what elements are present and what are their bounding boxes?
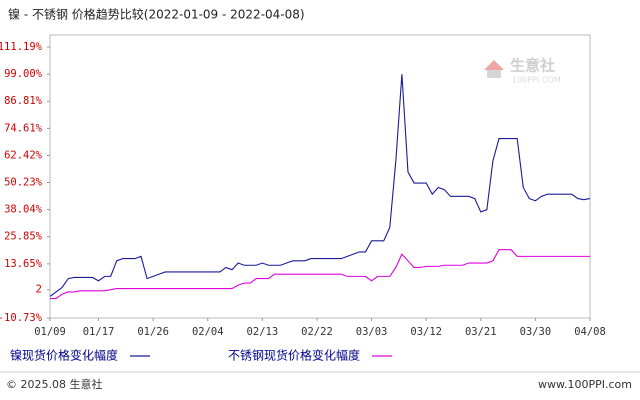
x-tick-label: 01/09 bbox=[34, 326, 66, 338]
y-tick-label: 25.85% bbox=[4, 231, 43, 243]
y-tick-label: -10.73% bbox=[0, 312, 43, 324]
y-tick-label: 86.81% bbox=[4, 95, 43, 107]
watermark-text: 生意社 bbox=[510, 57, 555, 75]
y-tick-label: 50.23% bbox=[4, 177, 43, 189]
y-tick-label: 13.65% bbox=[4, 258, 43, 270]
watermark-icon bbox=[487, 70, 501, 78]
watermark: 生意社 100PPI.COM bbox=[484, 57, 561, 85]
watermark-sub: 100PPI.COM bbox=[512, 76, 561, 85]
legend-label: 镍现货价格变化幅度 bbox=[10, 348, 118, 363]
y-tick-label: 111.19% bbox=[0, 41, 43, 53]
y-tick-label: 2 bbox=[36, 284, 42, 296]
x-tick-label: 03/21 bbox=[465, 326, 497, 338]
x-tick-label: 02/04 bbox=[192, 326, 224, 338]
y-tick-label: 99.00% bbox=[4, 68, 43, 80]
footer-left: © 2025.08 生意社 bbox=[6, 377, 102, 391]
x-tick-label: 04/08 bbox=[574, 326, 606, 338]
x-tick-label: 02/13 bbox=[247, 326, 279, 338]
x-tick-label: 03/03 bbox=[356, 326, 388, 338]
y-tick-label: 74.61% bbox=[4, 122, 43, 134]
plot-frame bbox=[49, 34, 591, 319]
series-line bbox=[50, 249, 590, 300]
x-tick-label: 03/30 bbox=[520, 326, 552, 338]
y-tick-label: 38.04% bbox=[4, 204, 43, 216]
series-line bbox=[49, 74, 591, 297]
x-tick-label: 02/22 bbox=[301, 326, 333, 338]
x-tick-label: 01/17 bbox=[83, 326, 115, 338]
watermark-icon bbox=[484, 60, 504, 70]
y-tick-label: 62.42% bbox=[4, 149, 43, 161]
x-tick-label: 01/26 bbox=[137, 326, 169, 338]
chart-title: 镍 - 不锈钢 价格趋势比较(2022-01-09 - 2022-04-08) bbox=[8, 7, 305, 22]
x-tick-label: 03/12 bbox=[410, 326, 442, 338]
footer-right: www.100PPI.com bbox=[538, 378, 632, 391]
legend-label: 不锈钢现货价格变化幅度 bbox=[228, 348, 360, 363]
